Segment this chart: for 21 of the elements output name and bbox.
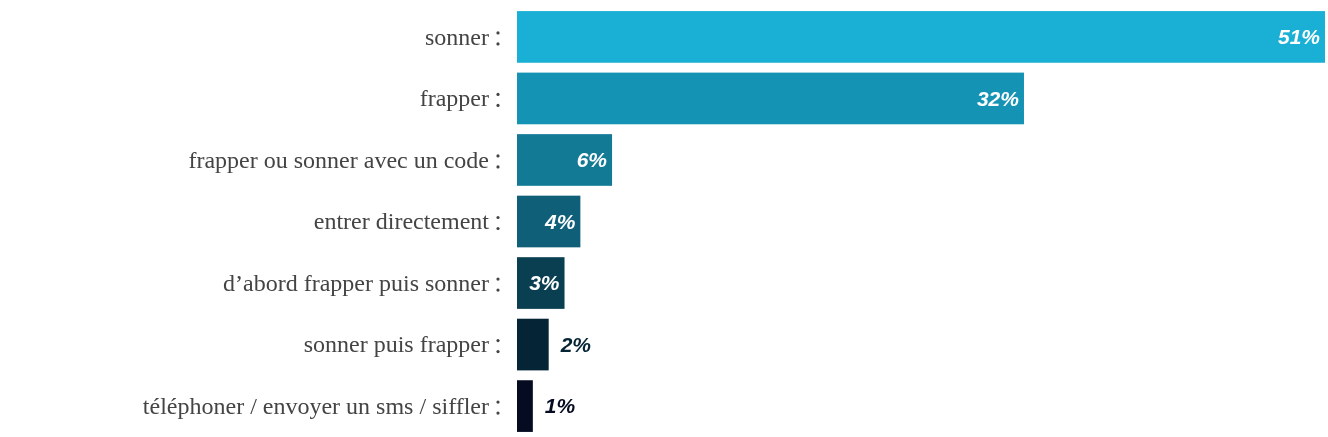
bar [517, 72, 1024, 125]
y-tick-label: sonner [425, 23, 490, 50]
bar [517, 318, 549, 371]
data-label: 1% [544, 394, 576, 418]
bar [517, 380, 533, 432]
data-label: 6% [576, 148, 608, 172]
y-tick-label: frapper ou sonner avec un code [188, 146, 489, 173]
data-label: 3% [529, 271, 560, 295]
y-tick-label: d’abord frapper puis sonner [223, 269, 489, 296]
bar [517, 11, 1325, 63]
y-tick-label: téléphoner / envoyer un sms / siffler [142, 392, 489, 419]
y-tick-label: frapper [419, 85, 490, 112]
data-label: 32% [976, 86, 1020, 110]
data-label: 2% [559, 332, 592, 356]
data-label: 51% [1277, 25, 1321, 49]
data-label: 4% [544, 209, 576, 233]
bar [517, 257, 565, 309]
bar [517, 195, 581, 248]
y-tick-label: entrer directement [313, 208, 490, 235]
bar [517, 134, 613, 186]
y-tick-label: sonner puis frapper [303, 331, 489, 358]
